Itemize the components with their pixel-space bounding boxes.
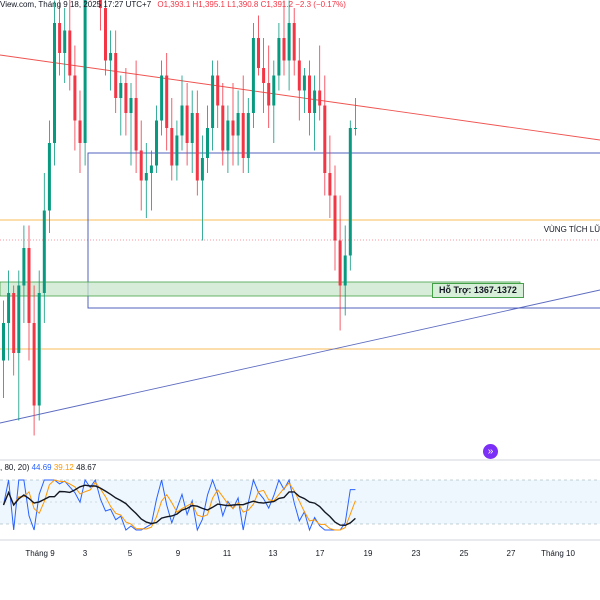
x-axis-label: 11 bbox=[222, 549, 232, 558]
stoch-d-value: 39.12 bbox=[53, 463, 74, 472]
candle-body bbox=[73, 75, 77, 121]
candle-body bbox=[180, 105, 184, 136]
candle-body bbox=[323, 105, 327, 173]
candle-body bbox=[262, 68, 266, 83]
candle-body bbox=[139, 150, 143, 181]
candle-body bbox=[149, 165, 153, 173]
candle-body bbox=[318, 90, 322, 106]
x-axis-label: Tháng 10 bbox=[541, 549, 575, 558]
accumulation-box bbox=[87, 152, 600, 309]
candle-body bbox=[282, 38, 286, 61]
candle-body bbox=[68, 30, 72, 76]
candle-body bbox=[185, 105, 189, 143]
candle-body bbox=[114, 53, 118, 98]
candle-body bbox=[251, 38, 255, 113]
x-axis-label: 9 bbox=[175, 549, 181, 558]
candle-body bbox=[338, 240, 342, 286]
candle-body bbox=[27, 248, 31, 323]
candle-body bbox=[200, 158, 204, 181]
candle-body bbox=[37, 293, 41, 406]
candle-body bbox=[190, 113, 194, 143]
candle-body bbox=[165, 75, 169, 128]
candle-body bbox=[246, 113, 250, 158]
candle-body bbox=[297, 60, 301, 91]
support-label: Hỗ Trợ: 1367-1372 bbox=[432, 283, 524, 298]
stoch-k-value: 44.69 bbox=[31, 463, 52, 472]
x-axis-label: 13 bbox=[268, 549, 278, 558]
candle-body bbox=[78, 120, 82, 143]
x-axis-label: 27 bbox=[506, 549, 516, 558]
candle-body bbox=[195, 113, 199, 181]
candle-body bbox=[2, 323, 5, 361]
candle-body bbox=[170, 128, 174, 166]
candle-body bbox=[17, 285, 21, 353]
candle-body bbox=[287, 23, 291, 61]
candle-body bbox=[129, 98, 133, 113]
ohlc-readout: O1,393.1 H1,395.1 L1,390.8 C1,391.2 −2.3… bbox=[157, 0, 346, 9]
candle-body bbox=[206, 128, 209, 158]
candle-body bbox=[328, 173, 332, 196]
candle-body bbox=[231, 120, 235, 136]
x-axis-label: Tháng 9 bbox=[25, 549, 55, 558]
x-axis-label: 3 bbox=[82, 549, 88, 558]
candle-body bbox=[63, 30, 67, 53]
chart-header: View.com, Tháng 9 18, 2025 17:27 UTC+7 O… bbox=[0, 0, 350, 16]
candle-body bbox=[155, 120, 158, 166]
candle-body bbox=[32, 323, 36, 406]
candle-body bbox=[134, 98, 138, 151]
stoch-smooth-value: 48.67 bbox=[76, 463, 97, 472]
candle-body bbox=[211, 75, 215, 128]
candle-body bbox=[98, 0, 102, 8]
candle-body bbox=[42, 210, 46, 293]
candle-body bbox=[47, 143, 51, 211]
x-axis-label: 23 bbox=[411, 549, 421, 558]
indicator-params: , 80, 20) bbox=[0, 463, 30, 472]
double-chevron-right-icon[interactable]: » bbox=[483, 444, 498, 459]
candle-body bbox=[124, 83, 128, 113]
candle-body bbox=[353, 128, 357, 129]
candle-body bbox=[144, 173, 148, 181]
candle-body bbox=[343, 255, 347, 286]
candle-body bbox=[226, 120, 230, 151]
x-axis-label: 25 bbox=[459, 549, 469, 558]
candle-body bbox=[272, 75, 276, 106]
candle-body bbox=[58, 23, 62, 53]
candle-body bbox=[308, 75, 311, 113]
stoch-smooth-line bbox=[2, 484, 356, 527]
candle-body bbox=[160, 75, 164, 121]
upper-trendline bbox=[0, 54, 600, 141]
candle-body bbox=[313, 90, 317, 113]
candle-body bbox=[109, 53, 113, 61]
candle-body bbox=[12, 293, 16, 353]
candle-body bbox=[83, 0, 87, 143]
stoch-d-line bbox=[3, 479, 356, 531]
lower-trendline bbox=[0, 289, 600, 424]
zone-label: VÙNG TÍCH LŨ bbox=[543, 225, 600, 234]
stoch-k-line bbox=[3, 478, 356, 532]
candle-body bbox=[104, 8, 107, 61]
x-axis-label: 17 bbox=[315, 549, 325, 558]
candle-body bbox=[267, 83, 271, 106]
candle-body bbox=[216, 75, 220, 106]
candle-body bbox=[241, 113, 245, 158]
candle-body bbox=[236, 113, 240, 136]
candle-body bbox=[333, 195, 337, 241]
candle-body bbox=[221, 105, 225, 151]
indicator-header: , 80, 20) 44.69 39.12 48.67 bbox=[0, 463, 96, 472]
candle-body bbox=[348, 128, 352, 256]
candle-body bbox=[53, 23, 56, 143]
candle-body bbox=[175, 135, 179, 166]
candle-body bbox=[277, 38, 281, 76]
source-text: View.com, Tháng 9 18, 2025 17:27 UTC+7 bbox=[0, 0, 152, 9]
candle-body bbox=[119, 83, 123, 98]
candle-body bbox=[7, 293, 11, 323]
x-axis-label: 19 bbox=[363, 549, 373, 558]
x-axis-label: 5 bbox=[127, 549, 133, 558]
candle-body bbox=[22, 248, 26, 286]
candle-body bbox=[302, 75, 306, 91]
candle-body bbox=[292, 23, 296, 61]
candle-body bbox=[257, 38, 260, 68]
